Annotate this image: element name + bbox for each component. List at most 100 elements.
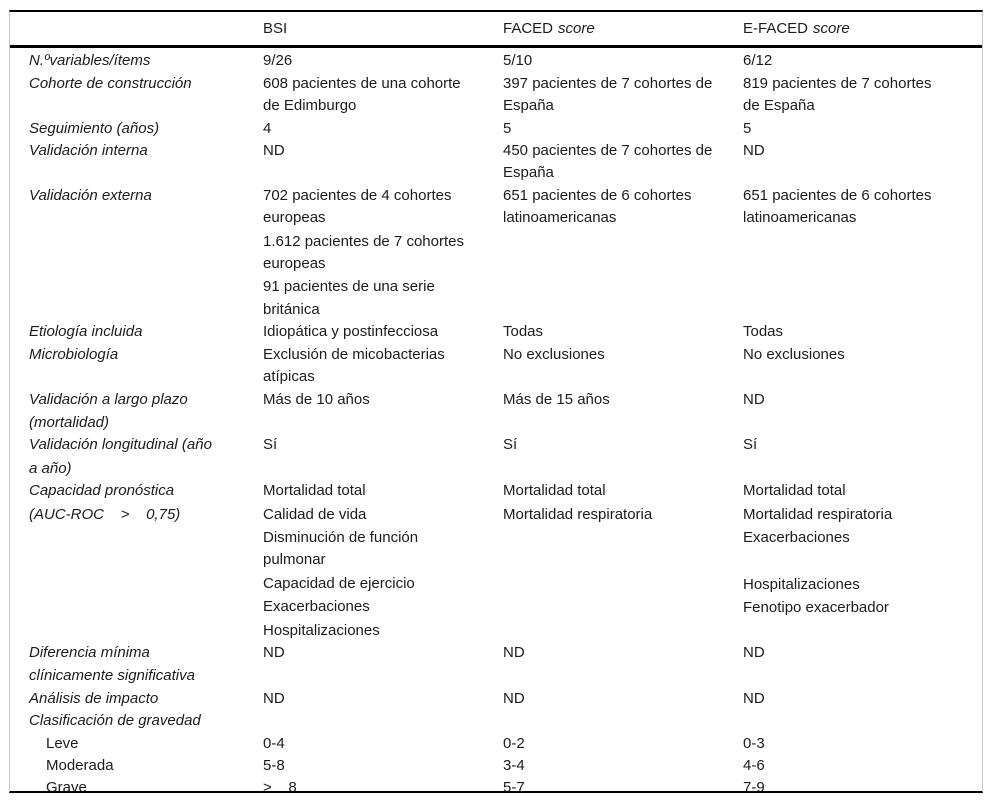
table-row: Microbiología Exclusión de micobacterias … [10, 344, 982, 389]
cell-faced: ND [503, 688, 743, 710]
cell-line: Hospitalizaciones [263, 621, 380, 639]
cell-e-faced: 651 pacientes de 6 cohortes latinoameric… [743, 185, 982, 321]
table-row: Validación longitudinal (año a año) Sí Sí Sí [10, 434, 982, 480]
cell-e-faced: 7-9 [743, 777, 982, 793]
cell-line: 7-9 [743, 779, 765, 793]
row-label: Leve [29, 733, 263, 755]
row-label-line: Validación a largo plazo [29, 390, 188, 408]
cell-e-faced [743, 710, 982, 732]
row-label: Etiología incluida [29, 321, 263, 343]
cell-faced: Sí [503, 434, 743, 480]
cell-line: 0-4 [263, 734, 285, 752]
cell-faced: 450 pacientes de 7 cohortes de España [503, 140, 743, 185]
row-label-line: Cohorte de construcción [29, 74, 192, 92]
cell-e-faced: 6/12 [743, 50, 982, 72]
cell-bsi: Más de 10 años [263, 389, 503, 435]
row-label: Clasificación de gravedad [29, 710, 263, 732]
table-header: BSI FACED score E-FACED score [10, 12, 982, 49]
cell-faced [503, 710, 743, 732]
cell-line: 5/10 [503, 52, 533, 70]
cell-bsi: 5-8 [263, 755, 503, 777]
cell-bsi: Mortalidad total Calidad de vida Disminuci… [263, 480, 503, 642]
cell-bsi: Exclusión de micobacterias atípicas [263, 344, 503, 389]
cell-e-faced: ND [743, 642, 982, 688]
cell-line: 3-4 [503, 757, 525, 774]
cell-faced: ND [503, 642, 743, 688]
table-row: Leve 0-4 0-2 0-3 [10, 733, 982, 755]
cell-bsi: > 8 [263, 777, 503, 793]
cell-line: ND [503, 643, 525, 661]
row-label: Cohorte de construcción [29, 73, 263, 118]
cell-line: Calidad de vida [263, 505, 367, 523]
row-label: Validación a largo plazo (mortalidad) [29, 389, 263, 435]
table-row: Validación interna ND 450 pacientes de 7 c… [10, 140, 982, 185]
cell-line: 702 pacientes de 4 cohortes europeas [263, 186, 452, 227]
cell-line: ND [743, 390, 765, 408]
cell-bsi: Idiopática y postinfecciosa [263, 321, 503, 343]
cell-line: Mortalidad total [263, 482, 366, 500]
cell-line: Sí [503, 436, 518, 454]
cell-line: ND [263, 689, 285, 707]
table-row: Validación a largo plazo (mortalidad) Más … [10, 389, 982, 435]
cell-e-faced: Todas [743, 321, 982, 343]
cell-line: Más de 10 años [263, 390, 370, 408]
cell-line: > 8 [263, 779, 297, 793]
cell-line: Capacidad de ejercicio [263, 574, 415, 592]
row-label-line: Capacidad pronóstica [29, 482, 175, 500]
row-label-line: Clasificación de gravedad [29, 712, 201, 730]
cell-faced: No exclusiones [503, 344, 743, 389]
cell-faced: Más de 15 años [503, 389, 743, 435]
cell-line: 5-8 [263, 757, 285, 774]
cell-line: Mortalidad total [503, 482, 606, 500]
table-row: Análisis de impacto ND ND ND [10, 688, 982, 710]
cell-line: 0-3 [743, 734, 765, 752]
cell-e-faced: No exclusiones [743, 344, 982, 389]
cell-line: 5-7 [503, 779, 525, 793]
cell-faced: Todas [503, 321, 743, 343]
cell-line: Mortalidad total [743, 482, 846, 500]
cell-faced: 651 pacientes de 6 cohortes latinoameric… [503, 185, 743, 321]
cell-bsi: 0-4 [263, 733, 503, 755]
cell-line: 0-2 [503, 734, 525, 752]
cell-e-faced: ND [743, 688, 982, 710]
cell-line: ND [743, 142, 765, 160]
cell-line: Todas [743, 323, 784, 341]
row-label-line: a año) [29, 459, 72, 477]
header-col-bsi-label: BSI [263, 20, 288, 37]
cell-bsi: 4 [263, 118, 503, 140]
cell-faced: 0-2 [503, 733, 743, 755]
cell-e-faced: Mortalidad total Mortalidad respiratoria E… [743, 480, 982, 642]
cell-line: Más de 15 años [503, 390, 610, 408]
comparison-table: BSI FACED score E-FACED score N.ºvariables… [9, 10, 983, 793]
cell-line: ND [503, 689, 525, 707]
row-label: Validación interna [29, 140, 263, 185]
row-label-line: N.ºvariables/ítems [29, 52, 151, 70]
header-col-faced: FACED score [503, 18, 743, 40]
row-label-line: Moderada [46, 757, 114, 774]
row-label: Diferencia mínima clínicamente significat… [29, 642, 263, 688]
cell-faced: 3-4 [503, 755, 743, 777]
cell-line: ND [263, 142, 285, 160]
row-label: N.ºvariables/ítems [29, 50, 263, 72]
cell-line: ND [743, 643, 765, 661]
row-label: Validación externa [29, 185, 263, 321]
cell-e-faced: Sí [743, 434, 982, 480]
header-col-bsi: BSI [263, 18, 503, 40]
table-row: Etiología incluida Idiopática y postinfec… [10, 321, 982, 343]
cell-line: Idiopática y postinfecciosa [263, 323, 439, 341]
row-label-line: Análisis de impacto [29, 689, 159, 707]
cell-e-faced: 5 [743, 118, 982, 140]
table-row: Capacidad pronóstica (AUC-ROC > 0,75) Mort… [10, 480, 982, 642]
cell-faced: 5 [503, 118, 743, 140]
cell-line: Hospitalizaciones [743, 575, 860, 593]
cell-line: 9/26 [263, 52, 293, 70]
row-label-line: Etiología incluida [29, 323, 143, 341]
row-label-line: Grave [46, 779, 87, 793]
cell-faced: 397 pacientes de 7 cohortes de España [503, 73, 743, 118]
cell-faced: 5-7 [503, 777, 743, 793]
row-label-line: Validación interna [29, 142, 148, 160]
cell-line: Exclusión de micobacterias atípicas [263, 345, 445, 386]
table-body: N.ºvariables/ítems 9/26 5/10 6/12 Cohorte de… [10, 48, 982, 793]
cell-bsi: ND [263, 688, 503, 710]
cell-line: 651 pacientes de 6 cohortes latinoameric… [503, 186, 692, 227]
